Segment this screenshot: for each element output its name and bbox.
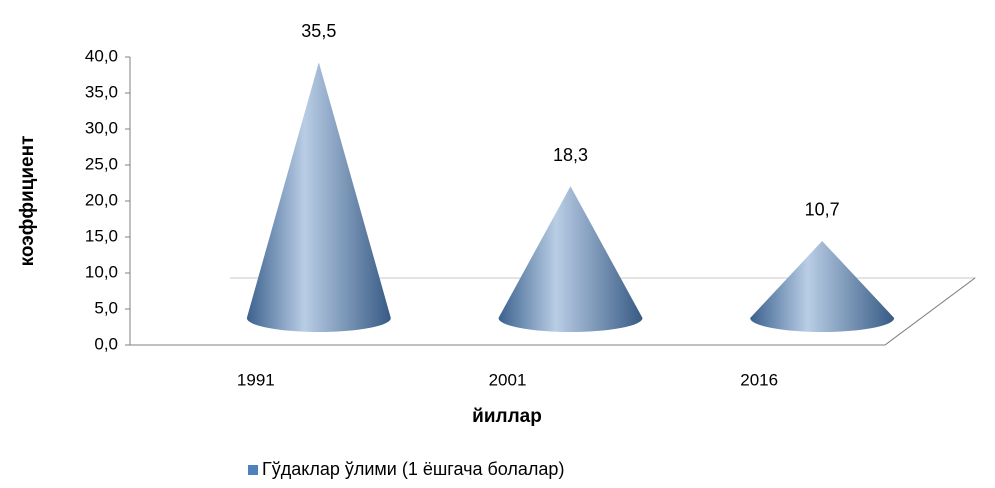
- y-tick-label: 0,0: [94, 334, 118, 353]
- x-tick-label: 2001: [489, 370, 527, 389]
- y-tick-label: 10,0: [85, 262, 118, 281]
- legend-swatch: [248, 465, 258, 475]
- y-tick-label: 20,0: [85, 190, 118, 209]
- y-tick-label: 35,0: [85, 82, 118, 101]
- y-tick-label: 25,0: [85, 154, 118, 173]
- data-label: 10,7: [805, 200, 840, 220]
- data-label: 35,5: [301, 21, 336, 41]
- y-tick-label: 5,0: [94, 298, 118, 317]
- x-tick-label: 1991: [237, 370, 275, 389]
- x-axis-title: йиллар: [472, 406, 542, 427]
- cone: [498, 186, 643, 332]
- legend-label: Гўдаклар ўлими (1 ёшгача болалар): [262, 459, 564, 479]
- floor-edge: [884, 277, 976, 346]
- y-tick-label: 15,0: [85, 226, 118, 245]
- y-axis-title: коэффициент: [17, 136, 38, 267]
- y-tick-label: 30,0: [85, 118, 118, 137]
- x-tick-label: 2016: [740, 370, 778, 389]
- cone: [246, 62, 391, 332]
- cone: [750, 240, 895, 332]
- data-label: 18,3: [553, 145, 588, 165]
- y-tick-label: 40,0: [85, 46, 118, 65]
